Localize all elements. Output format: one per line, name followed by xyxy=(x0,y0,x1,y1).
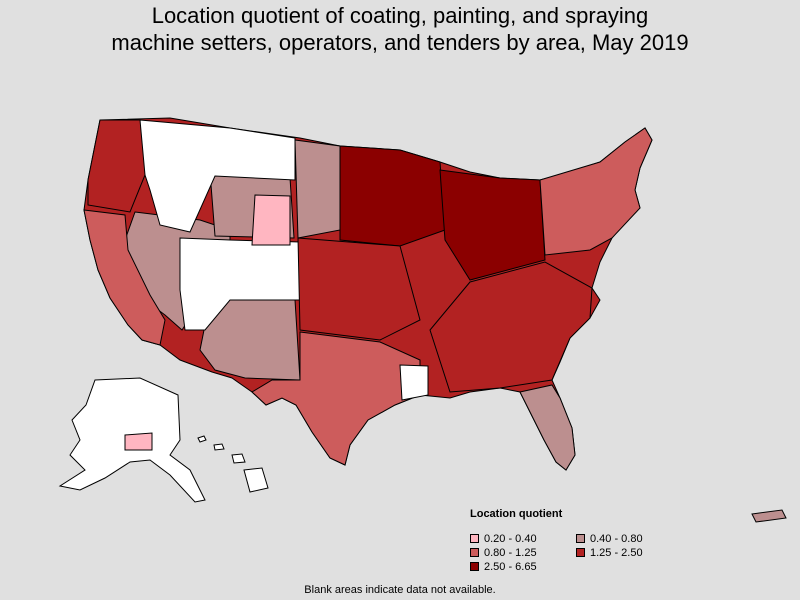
map-legend: Location quotient 0.20 - 0.40 0.40 - 0.8… xyxy=(470,508,680,578)
region-northeast xyxy=(539,127,653,256)
legend-item-0-80-1-25: 0.80 - 1.25 xyxy=(470,546,537,559)
legend-label: 0.80 - 1.25 xyxy=(484,546,537,559)
hawaii-island-1 xyxy=(197,435,207,443)
hawaii-island-3 xyxy=(231,453,246,464)
legend-item-0-40-0-80: 0.40 - 0.80 xyxy=(576,532,643,545)
region-california xyxy=(83,209,166,346)
legend-item-2-50-6-65: 2.50 - 6.65 xyxy=(470,560,537,573)
puerto-rico xyxy=(751,509,787,523)
region-upper-midwest xyxy=(339,145,446,247)
hawaii-island-2 xyxy=(213,443,225,451)
puerto-rico-shape xyxy=(751,509,787,523)
legend-item-1-25-2-50: 1.25 - 2.50 xyxy=(576,546,643,559)
region-florida xyxy=(519,384,576,471)
legend-label: 2.50 - 6.65 xyxy=(484,560,537,573)
map-title: Location quotient of coating, painting, … xyxy=(0,2,800,56)
legend-swatch xyxy=(470,548,479,557)
region-lower-mississippi-blank xyxy=(399,364,429,401)
legend-swatch xyxy=(470,562,479,571)
legend-label: 0.40 - 0.80 xyxy=(590,532,643,545)
legend-item-0-20-0-40: 0.20 - 0.40 xyxy=(470,532,537,545)
alaska-area-low xyxy=(124,432,153,451)
legend-title: Location quotient xyxy=(470,508,563,520)
alaska xyxy=(58,377,206,503)
legend-swatch xyxy=(470,534,479,543)
legend-label: 0.20 - 0.40 xyxy=(484,532,537,545)
legend-swatch xyxy=(576,534,585,543)
region-great-lakes xyxy=(439,169,546,281)
region-dakotas xyxy=(294,139,341,239)
region-pacific-northwest xyxy=(87,119,146,213)
blank-areas-footnote: Blank areas indicate data not available. xyxy=(304,584,496,596)
hawaii xyxy=(197,435,269,493)
hawaii-island-4 xyxy=(243,467,269,493)
map-title-line-1: Location quotient of coating, painting, … xyxy=(151,3,649,28)
contiguous-us xyxy=(83,117,653,471)
legend-label: 1.25 - 2.50 xyxy=(590,546,643,559)
region-plains xyxy=(297,237,421,341)
region-southeast xyxy=(429,261,593,393)
region-wyoming-low xyxy=(251,194,291,246)
map-title-line-2: machine setters, operators, and tenders … xyxy=(111,30,689,55)
legend-swatch xyxy=(576,548,585,557)
